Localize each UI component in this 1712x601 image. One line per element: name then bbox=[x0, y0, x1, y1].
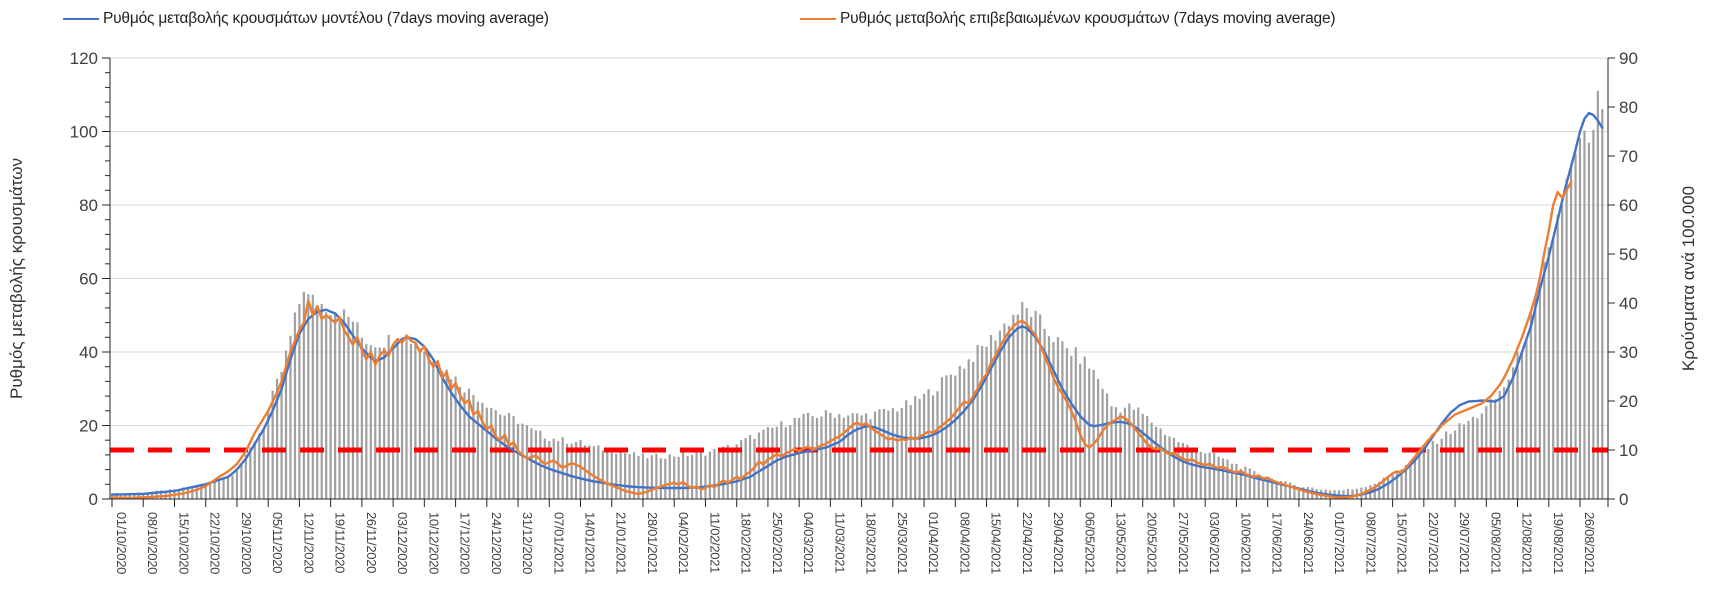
svg-text:03/12/2020: 03/12/2020 bbox=[395, 512, 410, 574]
svg-text:28/01/2021: 28/01/2021 bbox=[645, 512, 660, 574]
svg-text:14/01/2021: 14/01/2021 bbox=[583, 512, 598, 574]
svg-text:18/03/2021: 18/03/2021 bbox=[864, 512, 879, 574]
svg-text:11/02/2021: 11/02/2021 bbox=[707, 512, 722, 573]
svg-text:20/05/2021: 20/05/2021 bbox=[1145, 512, 1160, 574]
svg-text:07/01/2021: 07/01/2021 bbox=[551, 512, 566, 574]
svg-text:29/04/2021: 29/04/2021 bbox=[1051, 512, 1066, 574]
svg-text:08/04/2021: 08/04/2021 bbox=[957, 512, 972, 574]
svg-text:10/06/2021: 10/06/2021 bbox=[1238, 512, 1253, 574]
svg-text:15/07/2021: 15/07/2021 bbox=[1395, 512, 1410, 574]
legend-item-model: Ρυθμός μεταβολής κρουσμάτων μοντέλου (7d… bbox=[63, 8, 549, 30]
svg-text:22/07/2021: 22/07/2021 bbox=[1426, 512, 1441, 574]
svg-text:26/11/2020: 26/11/2020 bbox=[364, 512, 379, 573]
svg-text:15/10/2020: 15/10/2020 bbox=[176, 512, 191, 574]
svg-text:20: 20 bbox=[79, 417, 98, 436]
svg-text:25/02/2021: 25/02/2021 bbox=[770, 512, 785, 574]
svg-text:04/02/2021: 04/02/2021 bbox=[676, 512, 691, 574]
svg-text:80: 80 bbox=[1619, 98, 1638, 117]
svg-text:08/07/2021: 08/07/2021 bbox=[1363, 512, 1378, 574]
svg-text:27/05/2021: 27/05/2021 bbox=[1176, 512, 1191, 574]
x-axis-labels: 01/10/2020 08/10/2020 15/10/2020 22/10/2020… bbox=[111, 499, 1609, 574]
confirmed-rate-line bbox=[110, 180, 1573, 500]
svg-text:120: 120 bbox=[70, 49, 98, 68]
y-axis-left: 0 20 40 60 80 100 120 bbox=[70, 49, 110, 509]
svg-text:17/12/2020: 17/12/2020 bbox=[458, 512, 473, 574]
svg-text:12/11/2020: 12/11/2020 bbox=[301, 512, 316, 573]
svg-text:05/11/2020: 05/11/2020 bbox=[270, 512, 285, 573]
svg-text:80: 80 bbox=[79, 196, 98, 215]
svg-text:100: 100 bbox=[70, 123, 98, 142]
svg-text:19/08/2021: 19/08/2021 bbox=[1551, 512, 1566, 574]
svg-text:04/03/2021: 04/03/2021 bbox=[801, 512, 816, 574]
model-line-swatch-icon bbox=[63, 18, 99, 20]
svg-text:24/12/2020: 24/12/2020 bbox=[489, 512, 504, 574]
svg-text:22/10/2020: 22/10/2020 bbox=[208, 512, 223, 574]
svg-text:30: 30 bbox=[1619, 343, 1638, 362]
svg-text:17/06/2021: 17/06/2021 bbox=[1270, 512, 1285, 574]
svg-text:06/05/2021: 06/05/2021 bbox=[1082, 512, 1097, 574]
svg-text:18/02/2021: 18/02/2021 bbox=[739, 512, 754, 574]
legend-item-confirmed: Ρυθμός μεταβολής επιβεβαιωμένων κρουσμάτ… bbox=[800, 8, 1336, 30]
y-axis-right-title: Κρούσματα ανά 100.000 bbox=[1679, 186, 1698, 371]
svg-text:25/03/2021: 25/03/2021 bbox=[895, 512, 910, 574]
daily-cases-bars bbox=[110, 90, 1604, 500]
svg-text:29/07/2021: 29/07/2021 bbox=[1457, 512, 1472, 574]
svg-text:90: 90 bbox=[1619, 49, 1638, 68]
legend-label-model: Ρυθμός μεταβολής κρουσμάτων μοντέλου (7d… bbox=[103, 10, 549, 27]
svg-text:13/05/2021: 13/05/2021 bbox=[1113, 512, 1128, 574]
svg-text:24/06/2021: 24/06/2021 bbox=[1301, 512, 1316, 574]
svg-text:21/01/2021: 21/01/2021 bbox=[614, 512, 629, 574]
y-axis-right: 0 10 20 30 40 50 60 70 80 90 bbox=[1608, 49, 1638, 509]
svg-text:40: 40 bbox=[79, 343, 98, 362]
svg-text:31/12/2020: 31/12/2020 bbox=[520, 512, 535, 574]
svg-text:01/04/2021: 01/04/2021 bbox=[926, 512, 941, 574]
svg-text:20: 20 bbox=[1619, 392, 1638, 411]
svg-text:10: 10 bbox=[1619, 441, 1638, 460]
y-axis-left-title: Ρυθμός μεταβολής κρουσμάτων bbox=[7, 158, 26, 399]
svg-text:08/10/2020: 08/10/2020 bbox=[145, 512, 160, 574]
svg-text:0: 0 bbox=[89, 490, 98, 509]
svg-text:0: 0 bbox=[1619, 490, 1628, 509]
svg-text:12/08/2021: 12/08/2021 bbox=[1520, 512, 1535, 574]
svg-text:01/10/2020: 01/10/2020 bbox=[114, 512, 129, 574]
svg-text:60: 60 bbox=[1619, 196, 1638, 215]
svg-text:70: 70 bbox=[1619, 147, 1638, 166]
svg-text:05/08/2021: 05/08/2021 bbox=[1488, 512, 1503, 574]
svg-text:11/03/2021: 11/03/2021 bbox=[832, 512, 847, 573]
svg-text:40: 40 bbox=[1619, 294, 1638, 313]
svg-text:15/04/2021: 15/04/2021 bbox=[989, 512, 1004, 574]
svg-text:19/11/2020: 19/11/2020 bbox=[333, 512, 348, 573]
gridlines bbox=[110, 57, 1608, 426]
svg-text:26/08/2021: 26/08/2021 bbox=[1582, 512, 1597, 574]
svg-text:10/12/2020: 10/12/2020 bbox=[426, 512, 441, 574]
svg-text:60: 60 bbox=[79, 270, 98, 289]
svg-text:03/06/2021: 03/06/2021 bbox=[1207, 512, 1222, 574]
confirmed-line-swatch-icon bbox=[800, 18, 836, 20]
svg-text:01/07/2021: 01/07/2021 bbox=[1332, 512, 1347, 574]
svg-text:29/10/2020: 29/10/2020 bbox=[239, 512, 254, 574]
legend-label-confirmed: Ρυθμός μεταβολής επιβεβαιωμένων κρουσμάτ… bbox=[840, 10, 1336, 27]
svg-text:22/04/2021: 22/04/2021 bbox=[1020, 512, 1035, 574]
svg-text:50: 50 bbox=[1619, 245, 1638, 264]
